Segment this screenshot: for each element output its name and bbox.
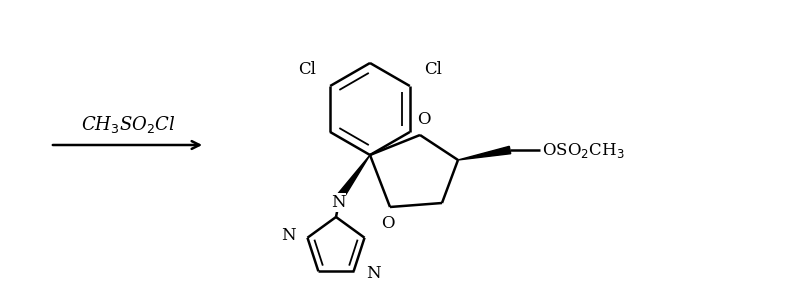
Text: CH$_3$SO$_2$Cl: CH$_3$SO$_2$Cl	[81, 114, 175, 135]
Text: Cl: Cl	[298, 61, 316, 78]
Text: N: N	[330, 194, 346, 211]
Text: OSO$_2$CH$_3$: OSO$_2$CH$_3$	[542, 140, 625, 159]
Polygon shape	[337, 155, 370, 199]
Text: N: N	[366, 265, 380, 282]
Text: O: O	[382, 215, 394, 232]
Polygon shape	[458, 146, 510, 160]
Text: Cl: Cl	[424, 61, 442, 78]
Text: N: N	[281, 227, 295, 244]
Text: O: O	[418, 111, 430, 128]
